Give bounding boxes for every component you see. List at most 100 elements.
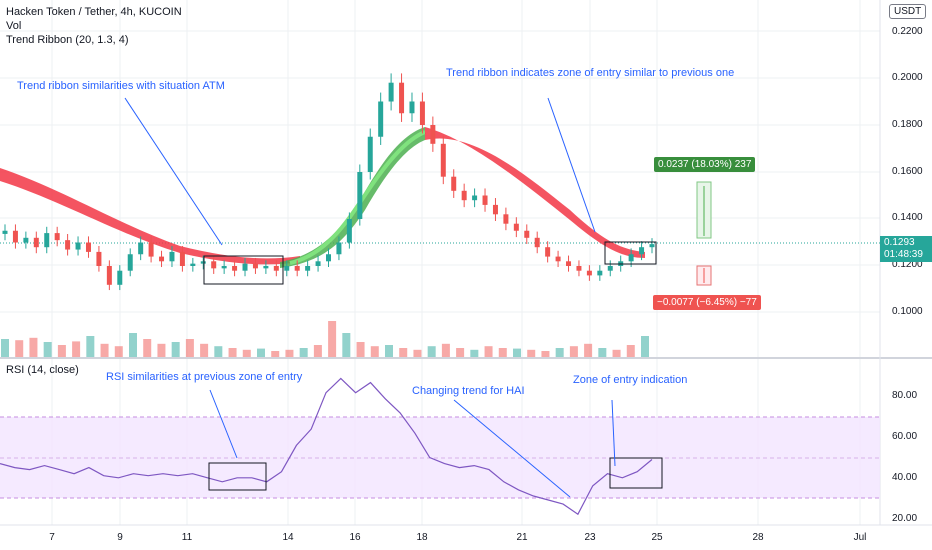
entry-zone-box-left[interactable] <box>203 255 284 285</box>
candle-body <box>273 266 279 271</box>
rsi-line <box>0 377 653 516</box>
candle-body <box>409 101 415 114</box>
candlesticks <box>2 73 655 291</box>
candle-body <box>106 266 112 285</box>
rsi-tick: 60.00 <box>892 431 918 442</box>
candle-body <box>117 270 123 285</box>
price-tick: 0.1000 <box>892 306 923 317</box>
volume-bar <box>356 342 365 357</box>
currency-button[interactable]: USDT <box>889 4 927 19</box>
candle-body <box>179 251 185 266</box>
bar-countdown: 01:48:39 <box>884 249 923 260</box>
volume-bar <box>441 343 450 357</box>
candle-body <box>388 82 394 102</box>
volume-bar <box>456 348 465 357</box>
candle-body <box>597 270 603 276</box>
candle-body <box>336 242 342 255</box>
volume-bar <box>399 348 408 357</box>
date-tick: 28 <box>752 532 764 543</box>
annotation-zone-entry: Zone of entry indication <box>573 374 688 386</box>
candle-body <box>586 270 592 276</box>
volume-bar <box>584 343 593 357</box>
date-tick: 11 <box>181 532 193 543</box>
candle-body <box>65 240 71 250</box>
price-tick: 0.2200 <box>892 26 923 37</box>
candle-body <box>305 266 311 271</box>
volume-bar <box>427 346 436 357</box>
annotation-lines <box>124 97 616 498</box>
candle-body <box>54 233 60 241</box>
rsi-tick: 80.00 <box>892 390 918 401</box>
volume-bar <box>15 340 24 357</box>
volume-bar <box>470 349 479 357</box>
volume-bar <box>569 346 578 357</box>
annotation-rsi-similar: RSI similarities at previous zone of ent… <box>106 371 303 383</box>
volume-bar <box>72 341 81 357</box>
volume-bar <box>555 348 564 357</box>
candle-body <box>294 266 300 271</box>
rsi-band <box>0 417 880 498</box>
candle-body <box>367 136 373 172</box>
date-tick: 14 <box>282 532 294 543</box>
candle-body <box>159 256 165 262</box>
price-tick: 0.1800 <box>892 119 923 130</box>
volume-bar <box>626 345 635 357</box>
date-tick: 9 <box>117 532 123 543</box>
candle-body <box>211 261 217 269</box>
volume-bar <box>143 339 152 357</box>
loss-label[interactable]: −0.0077 (−6.45%) −77 <box>653 295 761 310</box>
candle-body <box>85 242 91 252</box>
rsi-box-right[interactable] <box>609 457 663 489</box>
candle-body <box>12 230 18 243</box>
candle-body <box>430 125 436 144</box>
rsi-legend[interactable]: RSI (14, close) <box>6 364 79 376</box>
volume-bar <box>527 349 536 357</box>
candle-body <box>628 254 634 262</box>
candle-body <box>503 214 509 224</box>
current-price: 0.1293 <box>884 237 915 248</box>
current-price-tag: 0.1293 01:48:39 <box>880 236 932 262</box>
candle-body <box>555 256 561 262</box>
volume-bar <box>157 343 166 357</box>
volume-bar <box>498 348 507 357</box>
volume-bar <box>598 348 607 357</box>
candle-body <box>576 266 582 271</box>
candle-body <box>419 101 425 125</box>
candle-body <box>346 219 352 243</box>
candle-body <box>263 266 269 269</box>
symbol-title[interactable]: Hacken Token / Tether, 4h, KUCOIN <box>6 6 182 18</box>
volume-bar <box>86 336 95 357</box>
candle-body <box>127 254 133 271</box>
volume-bar <box>100 343 109 357</box>
volume-legend[interactable]: Vol <box>6 20 22 32</box>
ribbon-legend[interactable]: Trend Ribbon (20, 1.3, 4) <box>6 34 129 46</box>
candle-body <box>451 176 457 191</box>
candle-body <box>378 101 384 137</box>
candle-body <box>44 233 50 248</box>
price-tick: 0.1600 <box>892 166 923 177</box>
candle-body <box>148 242 154 257</box>
volume-bar <box>257 348 265 357</box>
volume-bar <box>185 339 194 357</box>
volume-bars <box>1 321 649 357</box>
date-tick: Jul <box>853 532 867 543</box>
volume-bar <box>228 348 237 357</box>
candle-body <box>190 263 196 266</box>
volume-bar <box>271 351 280 357</box>
rsi-box-left[interactable] <box>208 462 267 491</box>
entry-zone-box-right[interactable] <box>604 241 657 265</box>
candle-body <box>2 230 8 234</box>
volume-bar <box>57 345 66 357</box>
annotation-ribbon-similar: Trend ribbon similarities with situation… <box>17 80 225 92</box>
trend-ribbon-bull-highlight <box>289 130 426 265</box>
candle-body <box>524 230 530 238</box>
candle-body <box>23 237 29 243</box>
price-tick: 0.1200 <box>892 259 923 270</box>
volume-bar <box>200 343 209 357</box>
volume-bar <box>129 333 137 357</box>
date-tick: 18 <box>416 532 428 543</box>
date-tick: 7 <box>49 532 55 543</box>
volume-bar <box>385 345 393 357</box>
profit-label[interactable]: 0.0237 (18.03%) 237 <box>654 157 756 172</box>
